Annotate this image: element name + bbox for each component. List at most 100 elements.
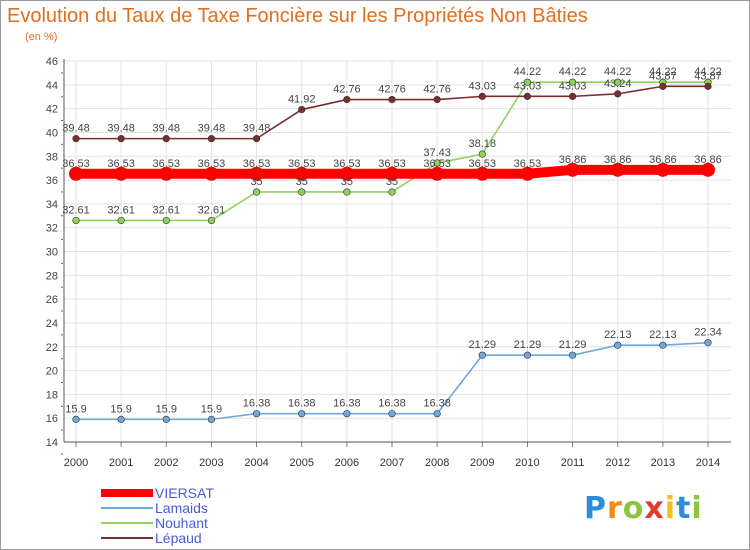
data-label: 22.13: [649, 329, 677, 341]
data-label: 44.22: [604, 66, 632, 78]
series-point-nouhant: [72, 216, 80, 225]
series-point-viersat: [204, 166, 219, 181]
series-point-lamaids: [343, 410, 351, 418]
data-label: 36.53: [469, 158, 497, 170]
data-label: 43.87: [694, 70, 722, 82]
series-point-viersat: [249, 166, 264, 181]
series-point-lépaud: [117, 135, 125, 143]
data-label: 44.22: [649, 66, 677, 78]
series-point-lépaud: [162, 135, 170, 143]
data-label: 43.24: [604, 78, 632, 90]
data-label: 16.38: [288, 398, 316, 410]
series-point-nouhant: [343, 188, 351, 196]
data-label: 36.86: [604, 154, 632, 166]
series-point-nouhant: [614, 78, 622, 86]
x-tick-label: 2007: [380, 457, 404, 469]
x-tick-label: 2001: [109, 457, 133, 469]
y-tick-label: 20: [46, 366, 58, 378]
y-tick-label: 14: [46, 437, 58, 449]
legend-item-lépaud: Lépaud: [101, 529, 214, 546]
data-label: 36.53: [62, 158, 90, 170]
data-label: 43.03: [514, 80, 542, 92]
series-point-lépaud: [614, 90, 622, 98]
data-label: 36.53: [243, 158, 271, 170]
series-point-nouhant: [478, 150, 486, 158]
y-tick-label: 34: [46, 199, 58, 211]
data-label: 36.53: [378, 158, 406, 170]
y-tick-label: 24: [46, 318, 58, 330]
legend-swatch: [101, 488, 153, 497]
legend-label: Lépaud: [155, 529, 202, 546]
data-labels: 36.53 36.53 36.53 36.53 36.53 36.53 36.53 36.53…: [62, 66, 722, 415]
series-point-nouhant: [252, 188, 261, 196]
x-tick-label: 2005: [289, 457, 313, 469]
data-label: 39.48: [62, 123, 90, 135]
series-point-nouhant: [117, 216, 125, 225]
series-point-lépaud: [207, 135, 216, 143]
y-tick-label: 30: [46, 247, 58, 259]
y-tick-label: 36: [46, 175, 58, 187]
x-tick-label: 2013: [651, 457, 675, 469]
legend-item-viersat: VIERSAT: [101, 485, 214, 501]
data-label: 32.61: [62, 204, 90, 216]
series-point-lépaud: [659, 82, 667, 90]
y-tick-label: 22: [46, 342, 58, 354]
series-point-nouhant: [433, 159, 441, 167]
y-tick-label: 16: [46, 413, 58, 425]
y-tick-label: 28: [46, 270, 58, 282]
x-tick-label: 2004: [244, 457, 268, 469]
y-tick-label: 44: [46, 80, 58, 92]
series-point-lamaids: [614, 341, 622, 349]
legend-item-nouhant: Nouhant: [101, 515, 214, 531]
data-label: 32.61: [107, 204, 135, 216]
series-point-viersat: [475, 166, 490, 181]
x-tick-labels: 2000 2001 2002 2003 2004 2005 2006 2007 2008 2009…: [64, 457, 720, 469]
series-point-lamaids: [478, 351, 486, 359]
data-label: 38.18: [469, 138, 497, 150]
proxiti-logo: Proxiti: [584, 491, 703, 526]
data-label: 36.53: [423, 158, 451, 170]
x-tick-label: 2009: [470, 457, 494, 469]
y-tick-label: 40: [46, 127, 58, 139]
data-label: 16.38: [333, 398, 361, 410]
series-point-nouhant: [207, 216, 216, 225]
series-point-lépaud: [704, 82, 712, 90]
series-point-viersat: [565, 162, 580, 177]
data-label: 44.22: [694, 66, 722, 78]
legend-swatch: [101, 536, 153, 539]
data-label: 43.03: [559, 80, 587, 92]
data-label: 22.13: [604, 329, 632, 341]
data-label: 39.48: [198, 123, 226, 135]
y-tick-label: 18: [46, 389, 58, 401]
data-label: 36.86: [559, 154, 587, 166]
series-point-nouhant: [568, 78, 577, 86]
data-label: 15.9: [201, 403, 222, 415]
data-label: 32.61: [153, 204, 181, 216]
x-tick-label: 2002: [154, 457, 178, 469]
series-point-nouhant: [388, 188, 396, 196]
data-label: 36.53: [107, 158, 135, 170]
legend-swatch: [101, 521, 153, 524]
series-point-nouhant: [298, 188, 306, 196]
data-label: 35: [341, 176, 353, 188]
data-label: 15.9: [65, 403, 86, 415]
series-point-viersat: [655, 162, 670, 177]
series-point-lamaids: [659, 341, 667, 349]
data-label: 42.76: [333, 84, 361, 96]
series-point-nouhant: [523, 78, 532, 86]
series-point-lamaids: [162, 415, 170, 423]
series-group: [69, 78, 715, 423]
data-label: 22.34: [694, 327, 722, 339]
x-tick-label: 2006: [335, 457, 359, 469]
series-point-lamaids: [207, 415, 216, 423]
data-label: 35: [386, 176, 398, 188]
data-label: 36.53: [514, 158, 542, 170]
series-point-lamaids: [523, 351, 532, 359]
series-point-viersat: [294, 166, 309, 181]
series-point-lépaud: [343, 95, 351, 104]
series-point-lamaids: [388, 410, 396, 418]
data-label: 36.53: [198, 158, 226, 170]
data-label: 16.38: [243, 398, 271, 410]
series-point-lamaids: [704, 339, 712, 347]
